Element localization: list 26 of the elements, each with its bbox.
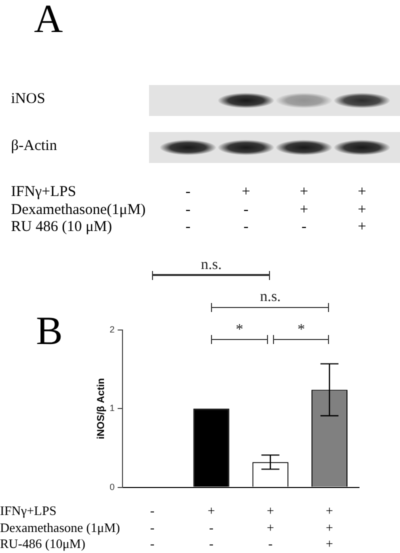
- text: A: [34, 0, 63, 40]
- text: IFNγ+LPS: [0, 503, 56, 520]
- chart-title: B: [36, 308, 63, 353]
- x-tick-label: - - -: [150, 503, 154, 552]
- text: β-Actin: [11, 136, 57, 154]
- annotation: *: [298, 322, 305, 338]
- category-label: + + -: [300, 184, 308, 236]
- y-axis-title: iNOS/β Actin: [96, 378, 107, 440]
- text: Dexamethasone(1μM): [11, 202, 146, 219]
- x-tick-label: + + +: [326, 503, 334, 552]
- y-tick-label: 2: [110, 324, 115, 334]
- text: IFNγ+LPS: [11, 184, 76, 202]
- text: n.s.: [260, 289, 281, 306]
- x-tick-label: + - -: [208, 503, 215, 552]
- text: RU 486 (10 μM): [11, 219, 112, 236]
- y-tick-label: 0: [110, 482, 115, 492]
- text: n.s.: [200, 257, 222, 273]
- x-tick-label: + + -: [266, 503, 274, 552]
- category-label: - - -: [186, 184, 190, 236]
- text: RU-486 (10μM): [0, 536, 86, 552]
- category-label: + + +: [358, 184, 366, 236]
- text: iNOS: [11, 90, 46, 108]
- text: Dexamethasone (1μM): [0, 520, 120, 536]
- category-label: + - -: [242, 184, 250, 236]
- annotation: *: [236, 322, 244, 338]
- y-tick-label: 1: [110, 403, 115, 414]
